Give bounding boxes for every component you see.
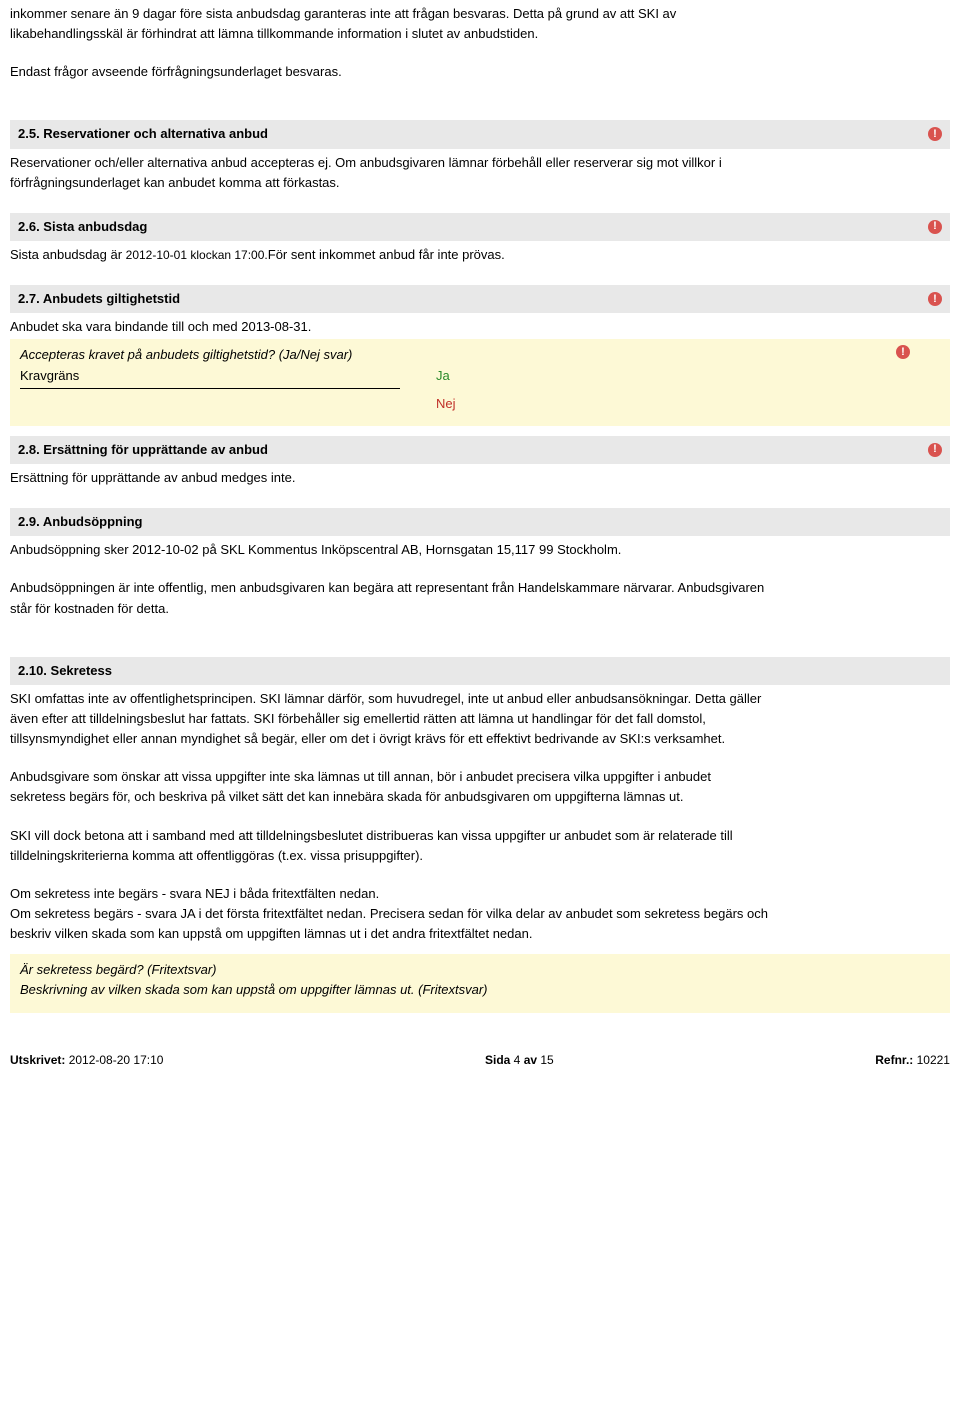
footer-left: Utskrivet: 2012-08-20 17:10 — [10, 1051, 163, 1070]
alert-icon: ! — [928, 220, 942, 234]
s210-p4: Om sekretess inte begärs - svara NEJ i b… — [10, 884, 770, 904]
section-2-5-title: 2.5. Reservationer och alternativa anbud — [18, 124, 268, 144]
s210-p5: Om sekretess begärs - svara JA i det för… — [10, 904, 770, 944]
footer-mid-pre: Sida — [485, 1053, 514, 1067]
intro-p1: inkommer senare än 9 dagar före sista an… — [10, 4, 770, 44]
section-2-6-header: 2.6. Sista anbudsdag ! — [10, 213, 950, 241]
question-block-2-7: ! Accepteras kravet på anbudets giltighe… — [10, 339, 950, 425]
section-2-7-title: 2.7. Anbudets giltighetstid — [18, 289, 180, 309]
answer-nej: Nej — [436, 394, 456, 414]
answer-ja: Ja — [436, 368, 450, 383]
s210-p1: SKI omfattas inte av offentlighetsprinci… — [10, 689, 770, 749]
section-2-6-body: Sista anbudsdag är 2012-10-01 klockan 17… — [10, 241, 770, 275]
alert-icon: ! — [928, 443, 942, 457]
footer-mid-total: 15 — [540, 1053, 553, 1067]
footer-right-label: Refnr.: — [875, 1053, 913, 1067]
section-2-8-title: 2.8. Ersättning för upprättande av anbud — [18, 440, 268, 460]
s26-pre: Sista anbudsdag är — [10, 247, 126, 262]
alert-icon: ! — [928, 127, 942, 141]
footer-left-label: Utskrivet: — [10, 1053, 65, 1067]
section-2-8-body: Ersättning för upprättande av anbud medg… — [10, 464, 770, 498]
footer-right-val: 10221 — [913, 1053, 950, 1067]
page-footer: Utskrivet: 2012-08-20 17:10 Sida 4 av 15… — [10, 1043, 950, 1074]
s26-date: 2012-10-01 klockan 17:00. — [126, 248, 268, 262]
s210-p3: SKI vill dock betona att i samband med a… — [10, 826, 770, 866]
section-2-10-header: 2.10. Sekretess — [10, 657, 950, 685]
s210-p2: Anbudsgivare som önskar att vissa uppgif… — [10, 767, 770, 807]
footer-left-val: 2012-08-20 17:10 — [65, 1053, 163, 1067]
question-block-2-10: Är sekretess begärd? (Fritextsvar) Beskr… — [10, 954, 950, 1012]
section-2-8-header: 2.8. Ersättning för upprättande av anbud… — [10, 436, 950, 464]
section-2-6-title: 2.6. Sista anbudsdag — [18, 217, 147, 237]
intro-block: inkommer senare än 9 dagar före sista an… — [10, 0, 770, 110]
question-text-1: Är sekretess begärd? (Fritextsvar) — [20, 960, 940, 980]
section-2-5-body: Reservationer och/eller alternativa anbu… — [10, 149, 770, 203]
section-2-9-header: 2.9. Anbudsöppning — [10, 508, 950, 536]
footer-mid-sep: av — [520, 1053, 540, 1067]
s29-p1: Anbudsöppning sker 2012-10-02 på SKL Kom… — [10, 540, 770, 560]
section-2-7-header: 2.7. Anbudets giltighetstid ! — [10, 285, 950, 313]
question-text-2: Beskrivning av vilken skada som kan upps… — [20, 980, 940, 1000]
s26-post: För sent inkommet anbud får inte prövas. — [268, 247, 505, 262]
section-2-5-header: 2.5. Reservationer och alternativa anbud… — [10, 120, 950, 148]
intro-p2: Endast frågor avseende förfrågningsunder… — [10, 62, 770, 82]
footer-mid: Sida 4 av 15 — [485, 1051, 554, 1070]
section-2-9-body: Anbudsöppning sker 2012-10-02 på SKL Kom… — [10, 536, 770, 646]
kravgrans-label: Kravgräns — [20, 366, 400, 389]
alert-icon: ! — [928, 292, 942, 306]
question-text: Accepteras kravet på anbudets giltighets… — [20, 345, 940, 365]
s29-p2: Anbudsöppningen är inte offentlig, men a… — [10, 578, 770, 618]
section-2-10-body: SKI omfattas inte av offentlighetsprinci… — [10, 685, 770, 954]
footer-right: Refnr.: 10221 — [875, 1051, 950, 1070]
section-2-7-body: Anbudet ska vara bindande till och med 2… — [10, 313, 770, 339]
